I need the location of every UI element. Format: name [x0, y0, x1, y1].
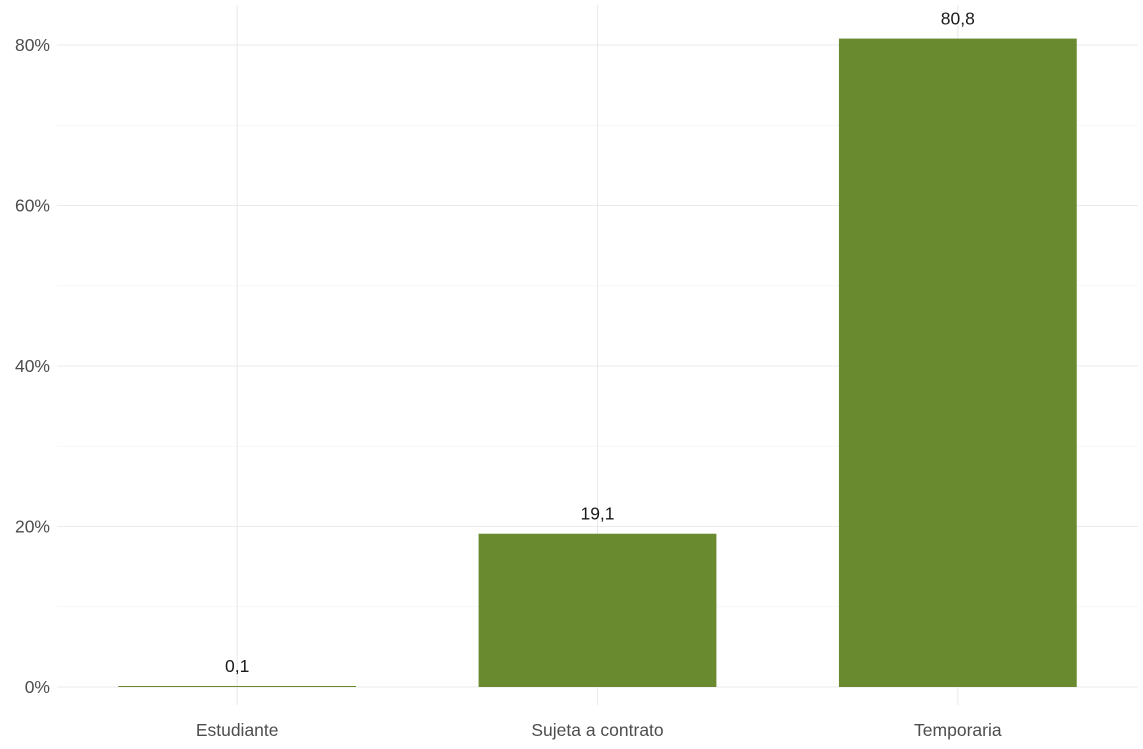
- y-axis-tick-labels: 0% 20% 40% 60% 80%: [15, 35, 50, 697]
- x-tick-label: Estudiante: [196, 720, 279, 740]
- x-tick-label: Sujeta a contrato: [531, 720, 663, 740]
- data-labels: 0,1 19,1 80,8: [225, 9, 975, 676]
- y-tick-label: 20%: [15, 517, 50, 537]
- bar-value-label: 80,8: [941, 9, 975, 29]
- bars: [118, 38, 1077, 687]
- y-tick-label: 80%: [15, 35, 50, 55]
- y-tick-label: 40%: [15, 356, 50, 376]
- bar-value-label: 0,1: [225, 656, 249, 676]
- bar: [118, 686, 357, 687]
- bar-value-label: 19,1: [580, 504, 614, 524]
- bar: [838, 38, 1077, 687]
- y-tick-label: 0%: [25, 677, 50, 697]
- bar: [478, 533, 717, 687]
- y-tick-label: 60%: [15, 196, 50, 216]
- x-tick-label: Temporaria: [914, 720, 1002, 740]
- x-axis-tick-labels: Estudiante Sujeta a contrato Temporaria: [196, 720, 1002, 740]
